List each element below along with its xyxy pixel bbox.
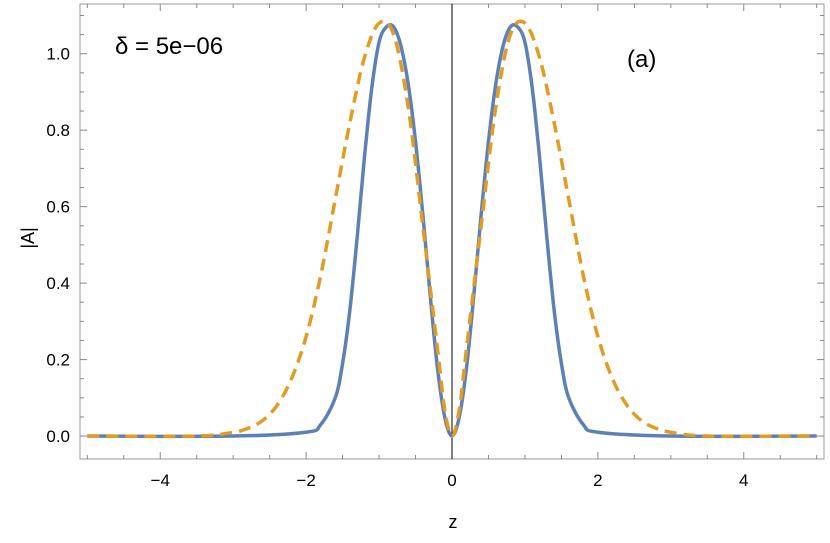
series-group bbox=[87, 19, 817, 439]
x-tick-label: 4 bbox=[739, 471, 748, 490]
y-axis-title: |A| bbox=[18, 227, 38, 248]
delta-annotation: δ = 5e−06 bbox=[115, 33, 223, 60]
y-tick-label: 0.4 bbox=[46, 274, 70, 293]
x-tick-label: 2 bbox=[593, 471, 602, 490]
panel-label: (a) bbox=[627, 46, 656, 73]
series-line-dashed bbox=[87, 19, 817, 439]
y-tick-label: 0.2 bbox=[46, 351, 70, 370]
x-axis-title: z bbox=[449, 512, 458, 532]
x-tick-label: −2 bbox=[296, 471, 315, 490]
tick-labels-group: −4 −2 0 2 4 0.0 0.2 0.4 0.6 0.8 1.0 bbox=[46, 45, 748, 490]
y-tick-label: 0.0 bbox=[46, 427, 70, 446]
x-tick-label: 0 bbox=[447, 471, 456, 490]
y-tick-label: 0.8 bbox=[46, 121, 70, 140]
y-tick-label: 0.6 bbox=[46, 198, 70, 217]
x-tick-label: −4 bbox=[151, 471, 170, 490]
y-tick-label: 1.0 bbox=[46, 45, 70, 64]
